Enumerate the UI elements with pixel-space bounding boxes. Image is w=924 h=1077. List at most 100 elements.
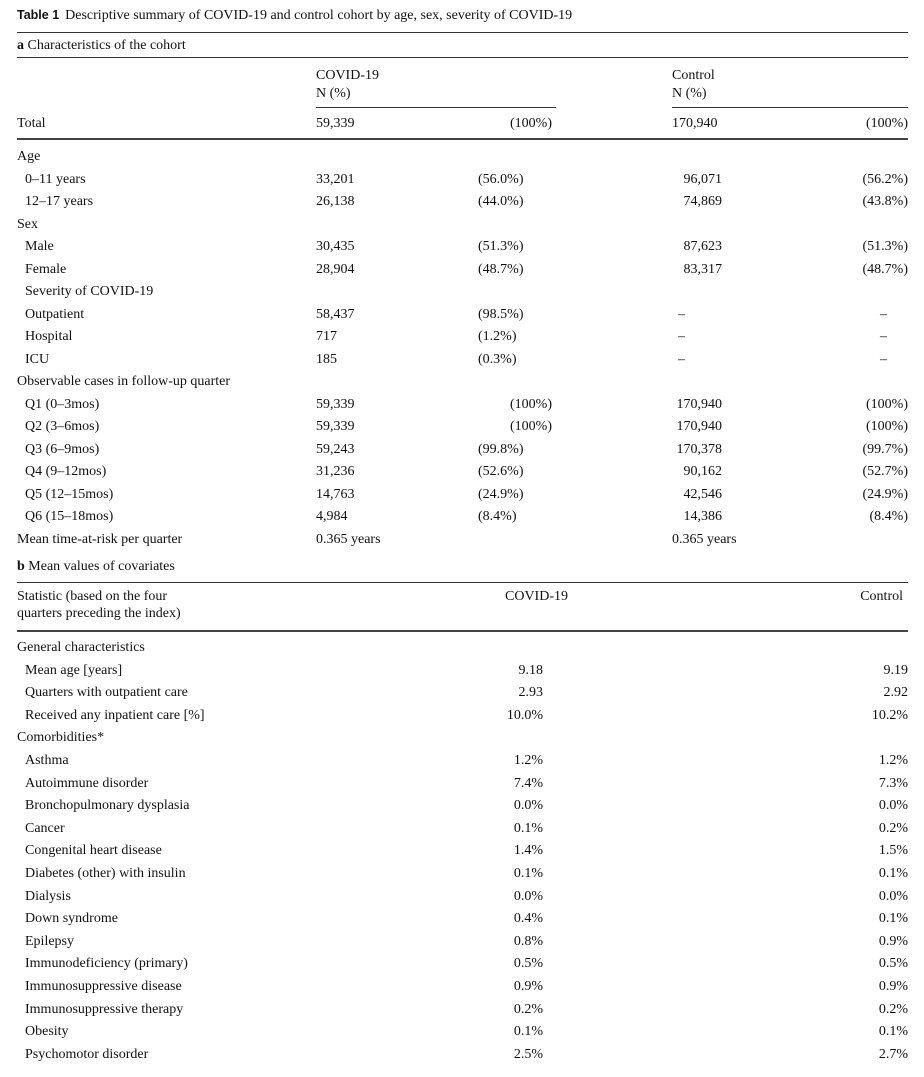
covid-value: 1.2% bbox=[513, 753, 543, 768]
covid-pct: (1.2%) bbox=[478, 329, 517, 344]
covid-n: 30,435 bbox=[316, 239, 355, 254]
control-n: – bbox=[678, 351, 685, 367]
control-n: 170,940 bbox=[676, 419, 723, 434]
covid-pct: (44.0%) bbox=[478, 194, 524, 209]
control-pct: (51.3%) bbox=[862, 239, 909, 254]
control-value: 2.92 bbox=[883, 685, 909, 701]
row-label: Mean time-at-risk per quarter bbox=[17, 531, 183, 547]
control-n: 96,071 bbox=[683, 171, 723, 187]
covid-n: 26,138 bbox=[316, 194, 355, 209]
row-label: Autoimmune disorder bbox=[25, 775, 149, 791]
covid-value: 0.1% bbox=[513, 866, 543, 881]
row-label: Q6 (15–18mos) bbox=[25, 509, 114, 524]
control-pct: – bbox=[880, 306, 887, 322]
control-pct: (8.4%) bbox=[869, 509, 909, 524]
covid-n: 58,437 bbox=[316, 306, 355, 322]
row-label: Male bbox=[25, 239, 54, 254]
row-label: Q3 (6–9mos) bbox=[25, 441, 100, 457]
total-control-n: 170,940 bbox=[672, 116, 718, 131]
row-label: Q2 (3–6mos) bbox=[25, 419, 100, 434]
divider bbox=[17, 57, 908, 58]
covid-n: 185 bbox=[316, 351, 337, 367]
control-value: 1.2% bbox=[878, 753, 908, 768]
total-label: Total bbox=[17, 116, 46, 131]
control-value: 9.19 bbox=[883, 662, 909, 678]
section-title: Mean values of covariates bbox=[28, 559, 175, 574]
covid-pct: (24.9%) bbox=[478, 486, 524, 502]
row-label: Comorbidities* bbox=[17, 730, 105, 746]
control-pct: (43.8%) bbox=[862, 194, 909, 209]
control-value: 0.1% bbox=[878, 911, 908, 927]
col-covid-header: COVID-19 bbox=[316, 68, 379, 83]
total-covid-n: 59,339 bbox=[316, 116, 355, 131]
row-label: Q4 (9–12mos) bbox=[25, 464, 107, 479]
control-pct: (56.2%) bbox=[862, 171, 909, 187]
row-label: Hospital bbox=[25, 329, 73, 344]
row-label: Observable cases in follow-up quarter bbox=[17, 374, 231, 389]
covid-value: 0.0% bbox=[513, 798, 543, 814]
table-label: Table 1 bbox=[17, 8, 60, 22]
row-label: Cancer bbox=[25, 820, 65, 836]
divider bbox=[17, 138, 908, 140]
covid-n: 31,236 bbox=[316, 464, 355, 479]
control-value: 0.1% bbox=[878, 1024, 908, 1040]
covid-pct: (48.7%) bbox=[478, 261, 524, 277]
control-n: 83,317 bbox=[683, 261, 723, 277]
control-value: 2.7% bbox=[878, 1046, 908, 1062]
control-pct: (100%) bbox=[866, 396, 908, 412]
row-label: Q1 (0–3mos) bbox=[25, 396, 100, 412]
section-letter: b bbox=[17, 559, 25, 574]
covid-value: 0.1% bbox=[513, 1024, 543, 1040]
covid-n: 14,763 bbox=[316, 486, 355, 502]
covid-pct: (56.0%) bbox=[478, 171, 524, 187]
row-label: Age bbox=[17, 149, 41, 164]
row-label: Asthma bbox=[25, 753, 69, 768]
covid-pct: (98.5%) bbox=[478, 306, 524, 322]
row-label: Bronchopulmonary dysplasia bbox=[25, 798, 190, 814]
control-n: 170,378 bbox=[676, 441, 723, 457]
control-pct: (48.7%) bbox=[862, 261, 909, 277]
row-label: ICU bbox=[25, 351, 50, 367]
control-value: 0.0% bbox=[878, 798, 908, 814]
covid-n: 59,339 bbox=[316, 419, 355, 434]
col-stat-header: Statistic (based on the four bbox=[17, 589, 168, 604]
covid-value: 0.0% bbox=[513, 888, 543, 904]
covid-value: 2.93 bbox=[518, 685, 544, 701]
col-stat-header-line2: quarters preceding the index) bbox=[17, 606, 181, 621]
row-label: 12–17 years bbox=[25, 194, 94, 209]
covid-pct: (52.6%) bbox=[478, 464, 524, 479]
covid-value: 1.4% bbox=[513, 843, 543, 859]
control-n: 14,386 bbox=[683, 509, 723, 524]
covid-value: 9.18 bbox=[518, 662, 544, 678]
col-covid-header: COVID-19 bbox=[505, 589, 568, 604]
section-letter: a bbox=[17, 38, 24, 53]
control-n: 42,546 bbox=[683, 486, 723, 502]
control-value: 0.2% bbox=[878, 1001, 908, 1017]
table-title: Descriptive summary of COVID-19 and cont… bbox=[65, 8, 573, 23]
control-value: 0.2% bbox=[878, 820, 908, 836]
row-label: Received any inpatient care [%] bbox=[25, 707, 205, 723]
covid-pct: (100%) bbox=[510, 396, 552, 412]
covid-value: 0.1% bbox=[513, 820, 543, 836]
control-n: 170,940 bbox=[676, 396, 723, 412]
row-label: Sex bbox=[17, 216, 38, 232]
row-label: Q5 (12–15mos) bbox=[25, 486, 114, 502]
control-pct: – bbox=[880, 329, 887, 344]
covid-value: 0.5% bbox=[513, 956, 543, 972]
control-value: 10.2% bbox=[871, 707, 908, 723]
col-control-header: Control bbox=[672, 68, 715, 83]
covid-pct: (99.8%) bbox=[478, 441, 524, 457]
covid-value: 0.2% bbox=[513, 1001, 543, 1017]
control-n: – bbox=[678, 306, 685, 322]
covid-n: 28,904 bbox=[316, 261, 355, 277]
covid-pct: (51.3%) bbox=[478, 239, 524, 254]
row-label: Outpatient bbox=[25, 306, 85, 322]
col-covid-subheader: N (%) bbox=[316, 86, 351, 101]
covid-n: 33,201 bbox=[316, 171, 355, 187]
covid-value: 7.4% bbox=[513, 775, 543, 791]
covid-pct: (0.3%) bbox=[478, 351, 517, 367]
covid-n: 59,339 bbox=[316, 396, 355, 412]
divider bbox=[316, 107, 556, 108]
col-control-subheader: N (%) bbox=[672, 86, 707, 101]
control-n: 87,623 bbox=[683, 239, 723, 254]
